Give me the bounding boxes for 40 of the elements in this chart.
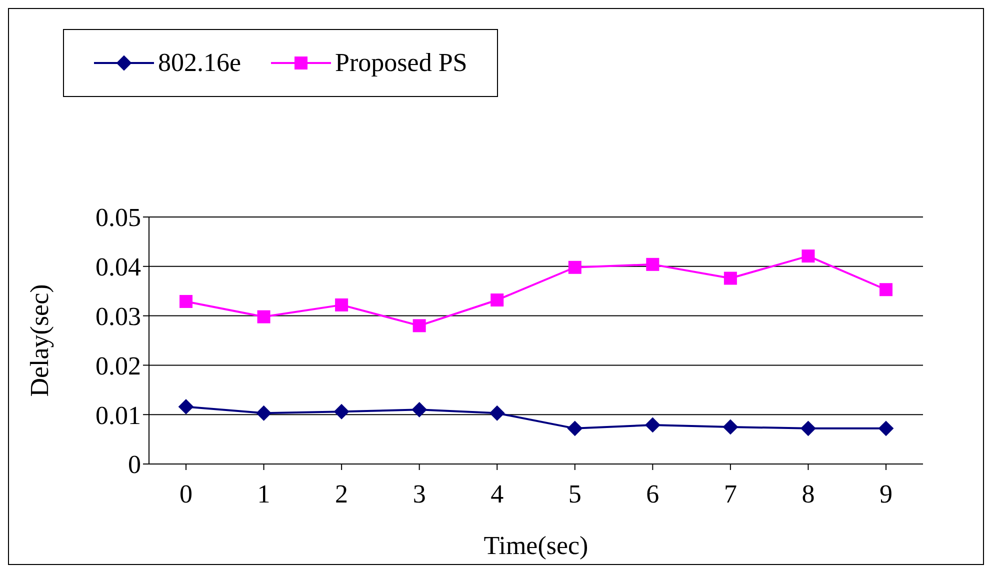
- x-tick-label: 5: [568, 479, 582, 508]
- point: [646, 258, 660, 271]
- legend-label: Proposed PS: [334, 48, 468, 78]
- point: [722, 419, 738, 434]
- legend-label: 802.16e: [157, 48, 242, 78]
- x-tick-label: 7: [724, 479, 737, 508]
- point: [256, 406, 272, 421]
- y-tick-label: 0.01: [96, 400, 141, 430]
- point: [724, 272, 737, 285]
- point: [802, 250, 815, 263]
- y-tick-label: 0.05: [96, 203, 141, 232]
- x-tick-label: 6: [646, 479, 660, 508]
- point: [645, 417, 660, 432]
- x-tick-label: 8: [802, 479, 815, 508]
- y-tick-label: 0.03: [96, 302, 141, 332]
- point: [180, 294, 192, 308]
- point: [335, 298, 348, 312]
- x-tick-label: 3: [412, 479, 426, 508]
- y-axis-title: Delay(sec): [25, 284, 54, 397]
- y-tick-label: 0: [128, 450, 141, 480]
- point: [568, 260, 582, 274]
- point: [490, 293, 504, 306]
- x-tick-label: 1: [257, 479, 270, 508]
- y-tick-label: 0.02: [96, 351, 141, 380]
- x-tick-label: 4: [490, 479, 504, 508]
- x-tick-label: 9: [880, 479, 892, 508]
- point: [334, 404, 350, 420]
- point: [178, 399, 194, 414]
- y-tick-label: 0.04: [96, 252, 141, 282]
- point: [257, 310, 270, 324]
- point: [567, 420, 582, 436]
- x-axis-title: Time(sec): [484, 531, 588, 560]
- point: [880, 283, 892, 296]
- point: [800, 420, 816, 436]
- point: [412, 402, 427, 418]
- point: [412, 319, 426, 332]
- point: [490, 406, 505, 421]
- point: [878, 420, 894, 436]
- x-tick-label: 0: [180, 479, 192, 508]
- x-tick-label: 2: [335, 479, 348, 508]
